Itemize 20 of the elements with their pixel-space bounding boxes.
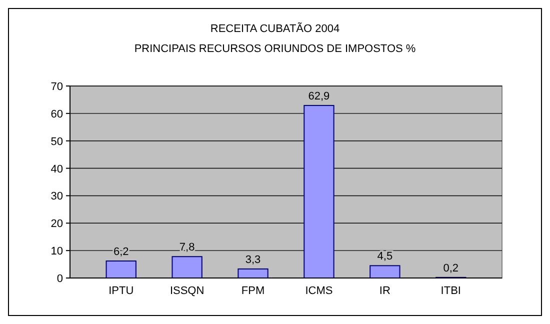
y-tick-label: 0 [56,273,63,285]
x-tick-label: IPTU [108,285,134,297]
y-tick-label: 30 [50,190,63,203]
y-tick-label: 10 [50,246,63,258]
y-tick-label: 50 [50,136,63,148]
y-tick-label: 20 [50,218,63,230]
x-tick-label: ISSQN [170,285,204,297]
data-label: 62,9 [308,90,330,102]
data-label: 4,5 [377,250,393,263]
chart-title: RECEITA CUBATÃO 2004 [210,22,340,35]
x-tick-label: IR [379,285,390,297]
x-tick-label: ICMS [305,285,333,297]
y-tick-label: 60 [50,108,63,120]
chart-subtitle: PRINCIPAIS RECURSOS ORIUNDOS DE IMPOSTOS % [134,43,416,55]
y-tick-label: 70 [50,81,63,93]
data-label: 0,2 [443,262,459,274]
y-tick-label: 40 [50,163,63,176]
data-label: 3,3 [245,254,261,266]
x-tick-label: ITBI [440,285,461,297]
x-tick-label: FPM [241,285,265,297]
